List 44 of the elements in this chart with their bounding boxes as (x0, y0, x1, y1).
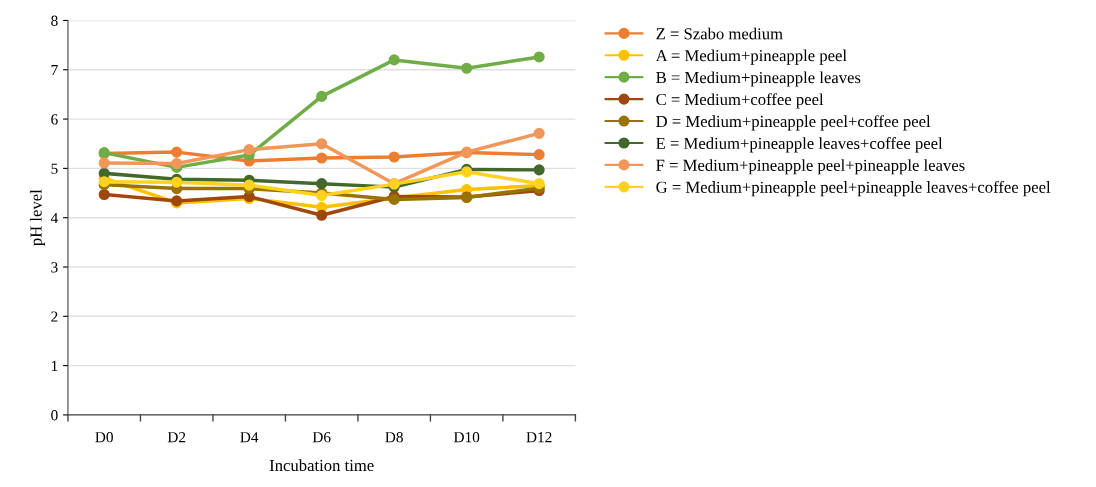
y-tick-label: 1 (51, 360, 58, 371)
x-tick-label: D6 (312, 432, 331, 443)
point (316, 152, 328, 164)
x-tick-label: D2 (167, 432, 186, 443)
point (243, 144, 255, 156)
y-tick-label: 4 (50, 212, 58, 223)
point (171, 146, 183, 158)
point (316, 209, 328, 221)
point (533, 51, 545, 63)
y-tick-label: 5 (51, 163, 58, 174)
point (461, 62, 473, 74)
x-axis-title: Incubation time (269, 459, 374, 472)
y-tick-label: 2 (51, 311, 58, 322)
x-tick-label: D0 (95, 432, 113, 443)
x-tick-label: D10 (453, 432, 480, 443)
point (316, 178, 328, 190)
y-tick-label: 3 (51, 262, 58, 273)
point (388, 151, 400, 163)
point (243, 179, 255, 191)
point (388, 54, 400, 66)
x-tick-label: D12 (526, 432, 552, 443)
legend-label: Z = Szabo medium (656, 27, 783, 40)
y-tick-label: 6 (51, 114, 58, 125)
y-tick-label: 7 (51, 65, 58, 76)
point (98, 188, 110, 201)
point (171, 157, 183, 170)
point (316, 138, 328, 150)
y-tick-label: 0 (51, 410, 58, 421)
legend-label: F = Medium+pineapple peel+pineapple leaves (656, 159, 965, 175)
point (533, 164, 545, 176)
point (98, 157, 110, 169)
legend-label: C = Medium+coffee peel (656, 93, 824, 109)
legend-label: B = Medium+pineapple leaves (656, 71, 861, 87)
y-axis-title: pH level (29, 189, 46, 246)
x-tick-label: D4 (240, 432, 259, 443)
point (533, 127, 545, 139)
legend-label: D = Medium+pineapple peel+coffee peel (656, 115, 931, 131)
legend-label: G = Medium+pineapple peel+pineapple leaves+coffee peel (656, 180, 1051, 197)
y-tick-label: 8 (51, 15, 58, 26)
x-tick-label: D8 (385, 432, 403, 443)
point (533, 149, 545, 161)
point (316, 90, 328, 102)
legend-label: E = Medium+pineapple leaves+coffee peel (656, 137, 943, 153)
legend-label: A = Medium+pineapple peel (655, 49, 847, 65)
